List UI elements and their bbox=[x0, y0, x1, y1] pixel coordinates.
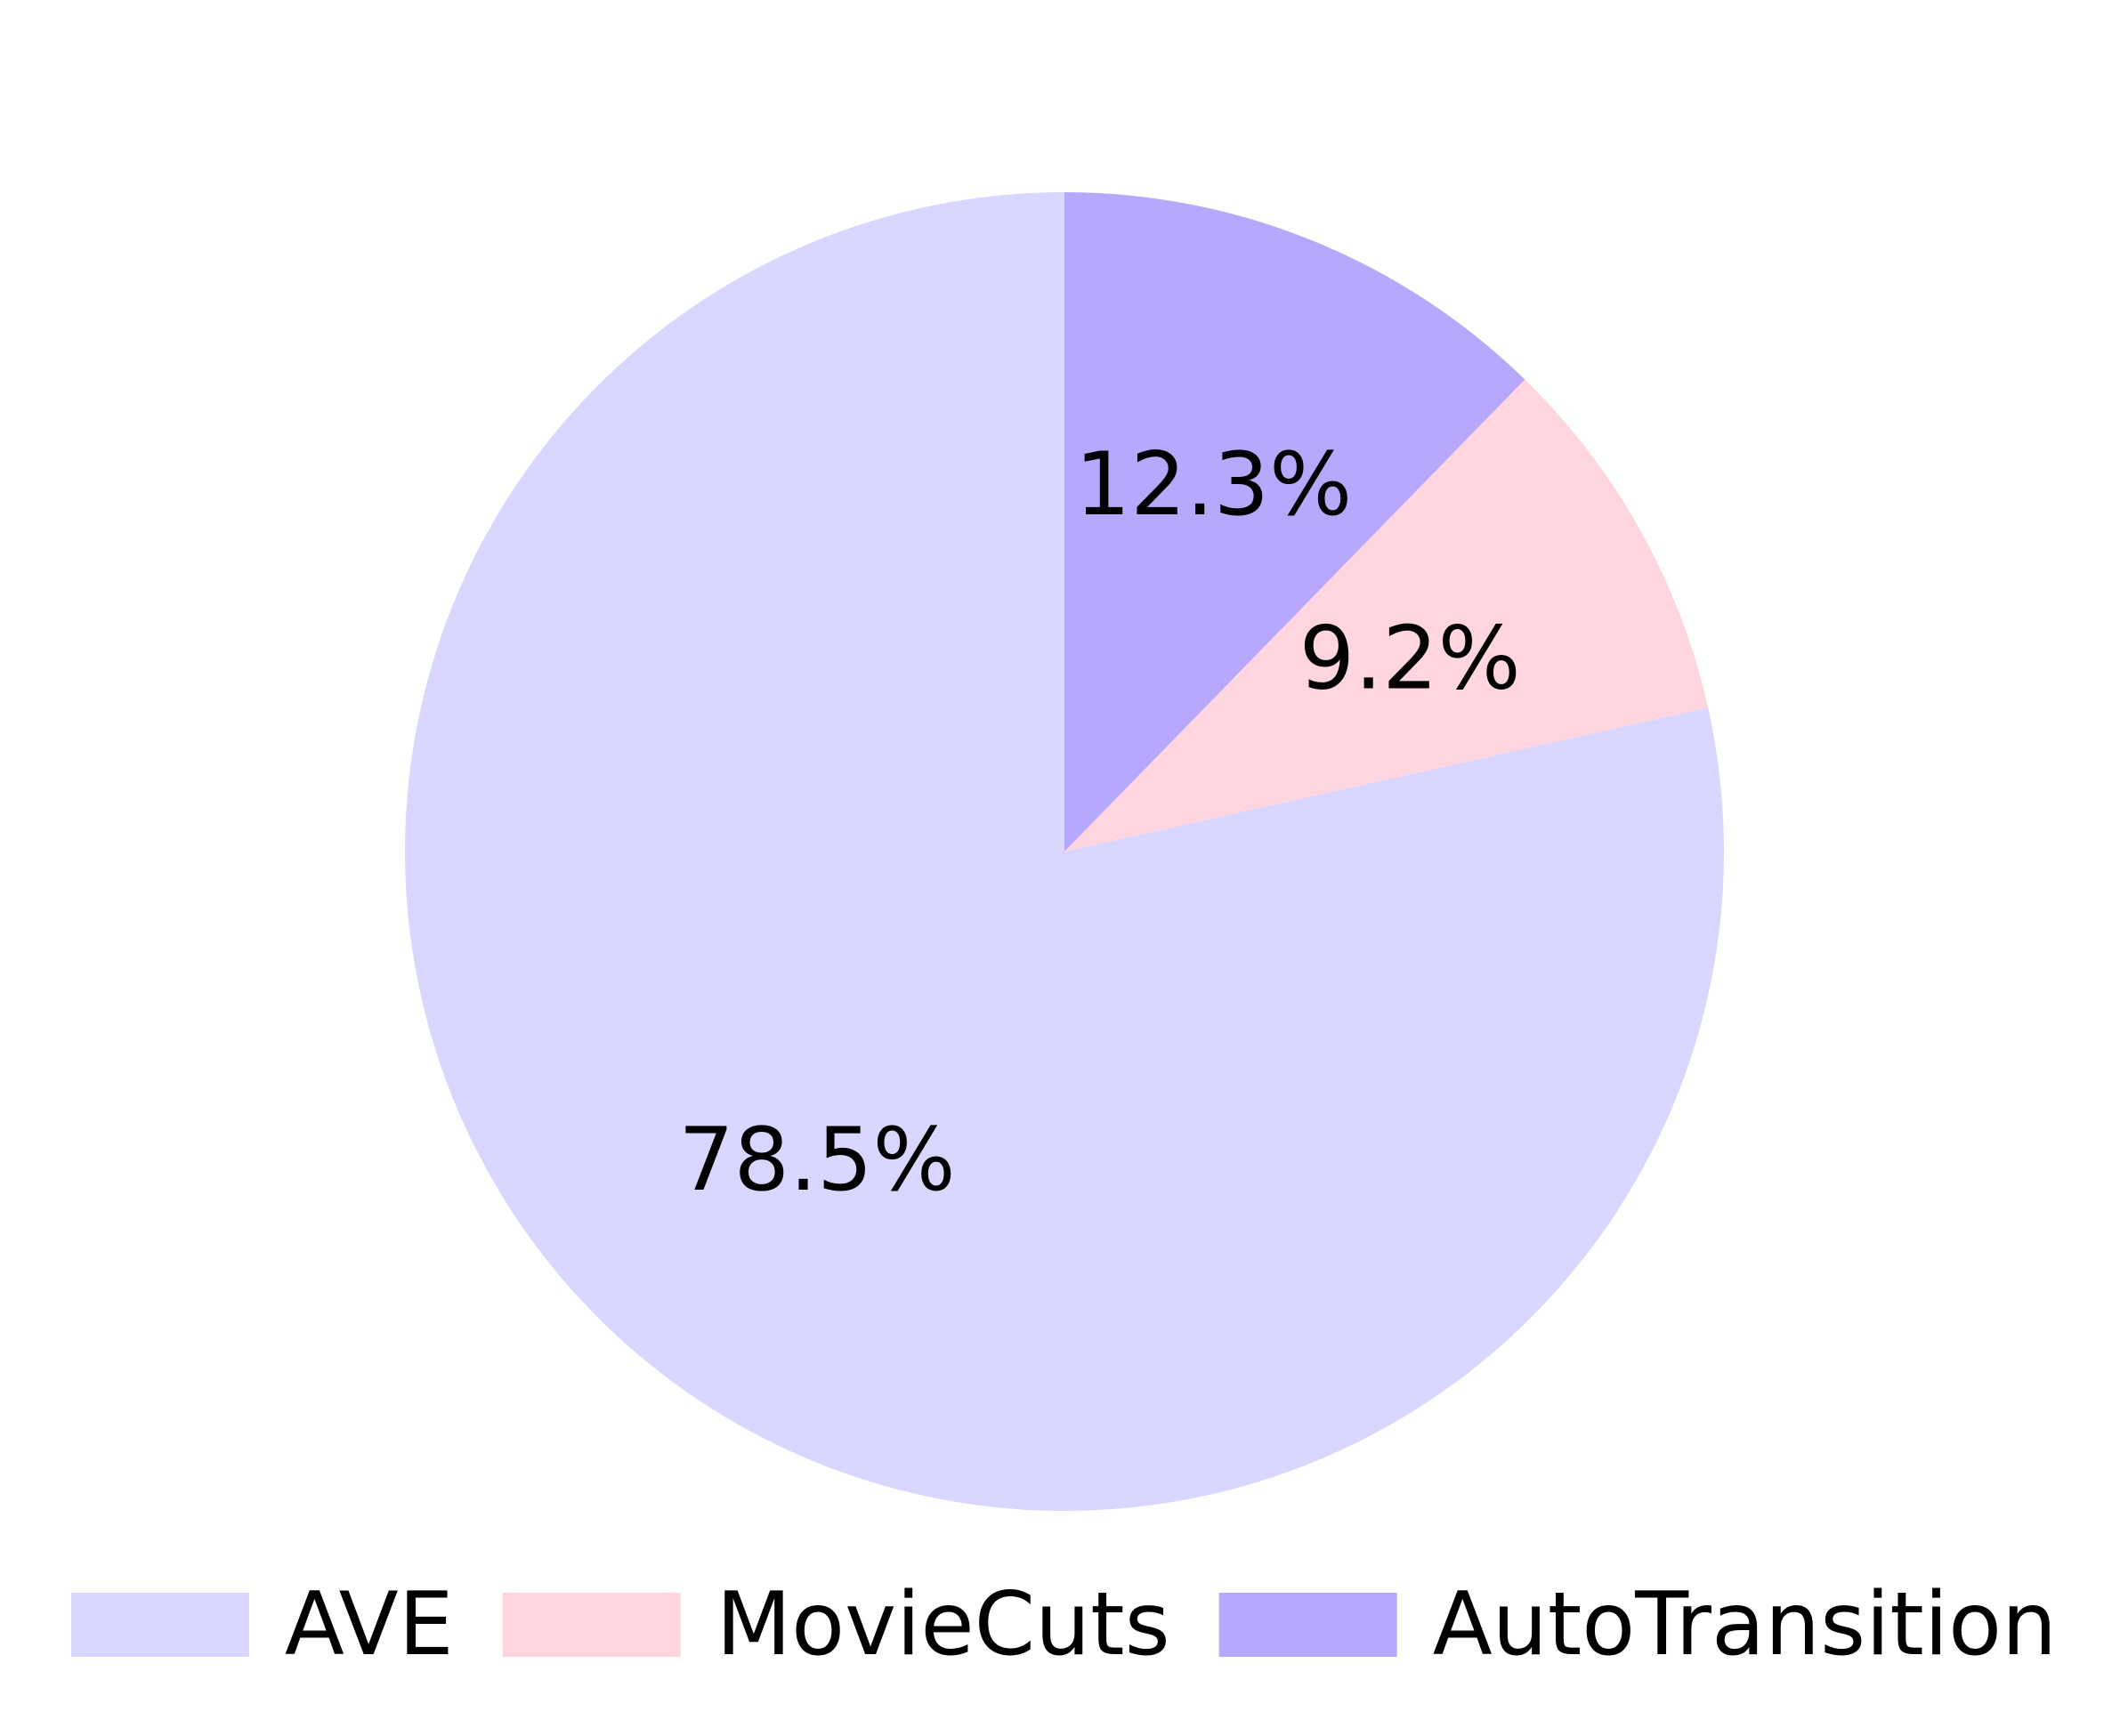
pie-slice-autotransition bbox=[1064, 192, 1525, 852]
legend-entry-autotransition: AutoTransition bbox=[1218, 1574, 2057, 1675]
legend-swatch-autotransition bbox=[1218, 1593, 1397, 1657]
pie-slice-labels: 78.5% 9.2% 12.3% bbox=[678, 434, 1520, 1211]
legend-swatch-moviecuts bbox=[502, 1593, 681, 1657]
pie-slices bbox=[404, 192, 1724, 1511]
slice-label-autotransition: 12.3% bbox=[1075, 434, 1352, 536]
legend: AVE MovieCuts AutoTransition bbox=[70, 1574, 2057, 1675]
pie-slice-moviecuts bbox=[1064, 379, 1709, 852]
legend-label-autotransition: AutoTransition bbox=[1433, 1574, 2057, 1675]
pie-slice-ave bbox=[404, 192, 1724, 1511]
slice-label-ave: 78.5% bbox=[678, 1110, 955, 1211]
slice-label-moviecuts: 9.2% bbox=[1299, 608, 1521, 709]
legend-label-ave: AVE bbox=[285, 1574, 454, 1675]
legend-entry-moviecuts: MovieCuts bbox=[502, 1574, 1170, 1675]
legend-label-moviecuts: MovieCuts bbox=[716, 1574, 1170, 1675]
legend-entry-ave: AVE bbox=[70, 1574, 454, 1675]
legend-swatch-ave bbox=[70, 1593, 249, 1657]
